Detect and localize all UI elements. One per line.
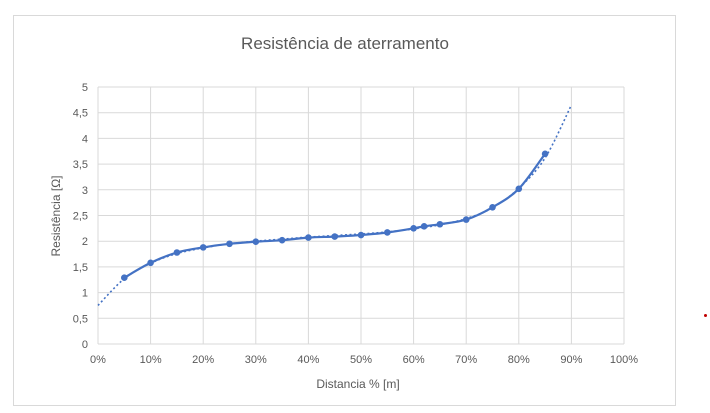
x-tick-label: 0% (90, 354, 106, 366)
data-point (420, 222, 428, 230)
data-point (305, 234, 312, 241)
x-tick-label: 60% (403, 354, 425, 366)
y-tick-label: 5 (82, 82, 88, 94)
x-tick-label: 100% (610, 354, 638, 366)
y-tick-label: 2,5 (73, 211, 88, 223)
data-point (489, 203, 496, 211)
y-tick-label: 2 (82, 236, 88, 248)
data-point (226, 240, 233, 248)
data-point (410, 225, 417, 232)
data-point (357, 231, 365, 239)
y-axis-label: Resistência [Ω] (49, 176, 63, 257)
x-tick-label: 40% (297, 354, 319, 366)
data-point (199, 244, 207, 251)
y-tick-label: 4 (82, 133, 88, 145)
x-axis-label: Distancia % [m] (316, 377, 399, 391)
x-tick-label: 10% (140, 354, 162, 366)
y-tick-label: 0,5 (73, 313, 88, 325)
x-tick-label: 90% (560, 354, 582, 366)
y-tick-label: 4,5 (73, 108, 88, 120)
y-tick-label: 3,5 (73, 159, 88, 171)
data-point (147, 259, 154, 267)
trendline-layer (97, 104, 573, 306)
chart-title: Resistência de aterramento (241, 34, 449, 53)
gridlines (97, 86, 625, 345)
data-point (173, 249, 181, 256)
x-tick-label: 70% (455, 354, 477, 366)
data-point (515, 185, 523, 193)
x-tick-label: 30% (245, 354, 267, 366)
data-point (252, 238, 260, 246)
stray-dot (704, 314, 707, 317)
data-point (384, 229, 391, 236)
y-tick-label: 0 (82, 339, 88, 351)
x-tick-label: 80% (508, 354, 530, 366)
data-point (331, 233, 339, 240)
chart-svg: Resistência de aterramento 0 0,5 1 1,5 2 2,5 3… (49, 34, 639, 391)
data-point (541, 150, 549, 158)
point-layer (121, 150, 549, 281)
chart-area: Resistência de aterramento 0 0,5 1 1,5 2 2,5 3… (13, 15, 676, 406)
data-point (121, 274, 128, 281)
data-point (278, 236, 286, 244)
x-tick-label: 20% (192, 354, 214, 366)
data-point (462, 216, 470, 223)
trendline (97, 104, 573, 306)
data-point (436, 220, 444, 228)
y-tick-label: 3 (82, 185, 88, 197)
y-tick-label: 1 (82, 288, 88, 300)
y-tick-label: 1,5 (73, 262, 88, 274)
x-tick-label: 50% (350, 354, 372, 366)
tick-labels: 00,511,522,533,544,550% 10% 20% 30% 40% 50% 60… (73, 82, 639, 366)
